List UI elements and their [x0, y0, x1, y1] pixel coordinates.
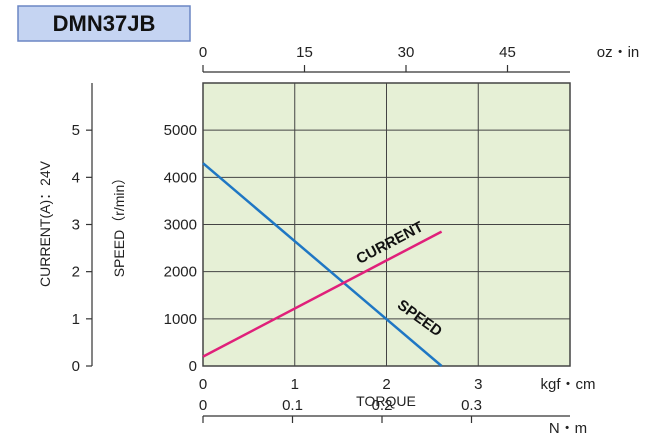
torque-axis-unit: kgf・cm	[540, 376, 595, 393]
torque-axis-title: TORQUE	[356, 393, 416, 409]
speed-tick-label: 5000	[164, 122, 197, 139]
torque-tick-label: 2	[382, 376, 390, 393]
top-tick-label: 45	[499, 44, 516, 61]
top-tick-label: 30	[398, 44, 415, 61]
grid-lines	[203, 83, 570, 366]
current-tick-label: 5	[72, 122, 80, 139]
current-axis-title: CURRENT(A)：24V	[37, 160, 53, 287]
model-label: DMN37JB	[53, 11, 156, 36]
speed-tick-label: 2000	[164, 264, 197, 281]
speed-axis-title: SPEED（r/min）	[111, 171, 127, 278]
nm-tick-label: 0.2	[372, 397, 393, 414]
top-axis-unit: oz・in	[597, 44, 640, 61]
current-tick-label: 2	[72, 264, 80, 281]
speed-tick-label: 4000	[164, 169, 197, 186]
top-axis-ticks: 0 15 30 45	[199, 44, 516, 72]
nm-tick-label: 0.1	[282, 397, 303, 414]
speed-tick-label: 0	[189, 358, 197, 375]
nm-axis-ticks: 0 0.1 0.2 0.3	[199, 397, 482, 423]
speed-tick-label: 1000	[164, 311, 197, 328]
current-tick-label: 4	[72, 169, 80, 186]
top-tick-label: 15	[296, 44, 313, 61]
series-layer	[202, 162, 443, 367]
current-tick-label: 1	[72, 311, 80, 328]
current-tick-label: 3	[72, 217, 80, 234]
speed-axis-ticks: 0 1000 2000 3000 4000 5000	[164, 122, 197, 375]
nm-axis-unit: N・m	[549, 420, 587, 437]
speed-tick-label: 3000	[164, 217, 197, 234]
nm-tick-label: 0	[199, 397, 207, 414]
torque-axis-ticks: 0 1 2 3	[199, 376, 483, 393]
torque-tick-label: 1	[291, 376, 299, 393]
model-label-box	[17, 5, 191, 42]
current-tick-label: 0	[72, 358, 80, 375]
series-line-speed	[202, 162, 443, 367]
nm-tick-label: 0.3	[461, 397, 482, 414]
series-line-current	[202, 230, 443, 358]
torque-tick-label: 0	[199, 376, 207, 393]
top-tick-label: 0	[199, 44, 207, 61]
torque-tick-label: 3	[474, 376, 482, 393]
current-axis-ticks: 0 1 2 3 4 5	[72, 122, 92, 375]
